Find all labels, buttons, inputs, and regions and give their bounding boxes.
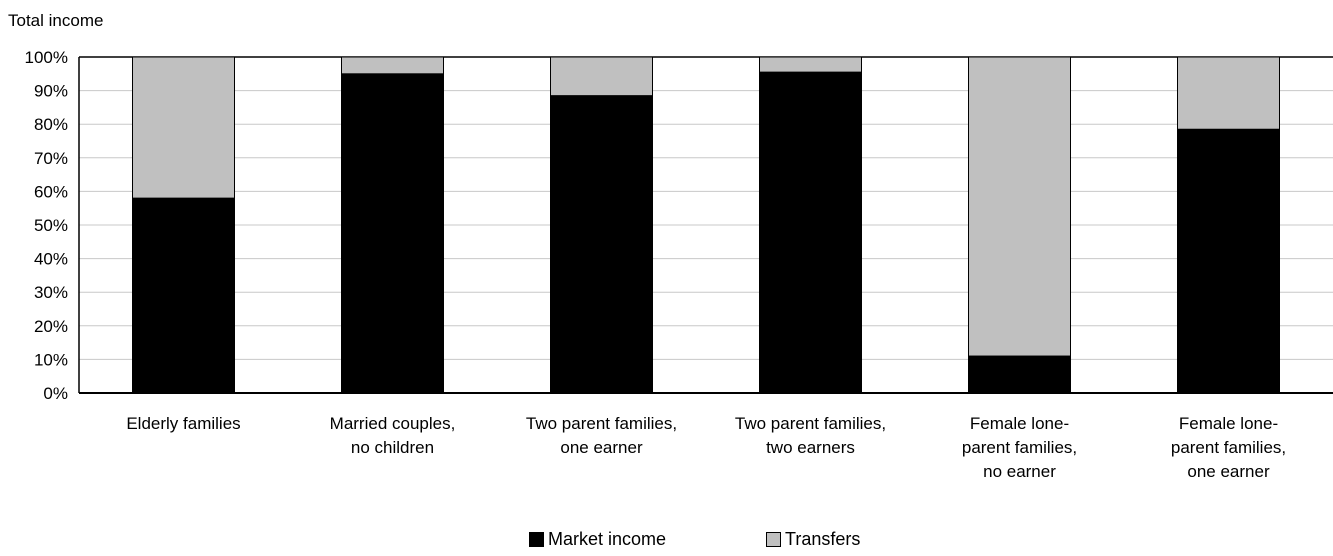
y-tick-label: 10% xyxy=(34,350,68,369)
bar-transfers xyxy=(341,56,444,75)
bar-market-income xyxy=(759,71,862,394)
legend-label-transfers: Transfers xyxy=(785,529,861,549)
x-category-label: Two parent families, one earner xyxy=(526,414,677,457)
bar-transfers xyxy=(132,56,235,199)
legend: Market income Transfers xyxy=(0,529,1333,551)
y-tick-label: 100% xyxy=(25,48,68,67)
y-tick-label: 30% xyxy=(34,283,68,302)
bar-transfers xyxy=(759,56,862,73)
y-axis-title: Total income xyxy=(8,11,103,30)
bar-transfers xyxy=(1177,56,1280,130)
bar-market-income xyxy=(1177,128,1280,394)
y-tick-label: 0% xyxy=(43,384,68,403)
x-category-label: Female lone-parent families, no earner xyxy=(962,414,1077,481)
y-tick-label: 40% xyxy=(34,250,68,269)
x-category-label: Married couples, no children xyxy=(330,414,456,457)
x-category-label: Female lone-parent families, one earner xyxy=(1171,414,1286,481)
legend-item-market-income: Market income xyxy=(529,529,666,550)
x-category-labels: Elderly families Married couples, no child… xyxy=(126,414,1286,481)
bar-transfers xyxy=(550,56,653,97)
y-tick-labels: 0% 10% 20% 30% 40% 50% 60% 70% 80% 90% 100% xyxy=(25,48,68,403)
legend-swatch-transfers xyxy=(766,532,781,547)
legend-item-transfers: Transfers xyxy=(766,529,860,550)
bar-market-income xyxy=(132,197,235,394)
bar-market-income xyxy=(341,73,444,394)
y-tick-label: 60% xyxy=(34,182,68,201)
legend-label-market-income: Market income xyxy=(548,529,667,549)
bar-market-income xyxy=(550,95,653,394)
gridlines xyxy=(79,56,1333,360)
bar-market-income xyxy=(968,355,1071,394)
x-category-label: Elderly families xyxy=(126,414,240,433)
y-tick-label: 70% xyxy=(34,149,68,168)
bar-transfers xyxy=(968,56,1071,357)
legend-swatch-market-income xyxy=(529,532,544,547)
y-tick-label: 90% xyxy=(34,82,68,101)
y-tick-label: 20% xyxy=(34,317,68,336)
y-tick-label: 50% xyxy=(34,216,68,235)
y-tick-label: 80% xyxy=(34,115,68,134)
x-category-label: Two parent families, two earners xyxy=(735,414,886,457)
